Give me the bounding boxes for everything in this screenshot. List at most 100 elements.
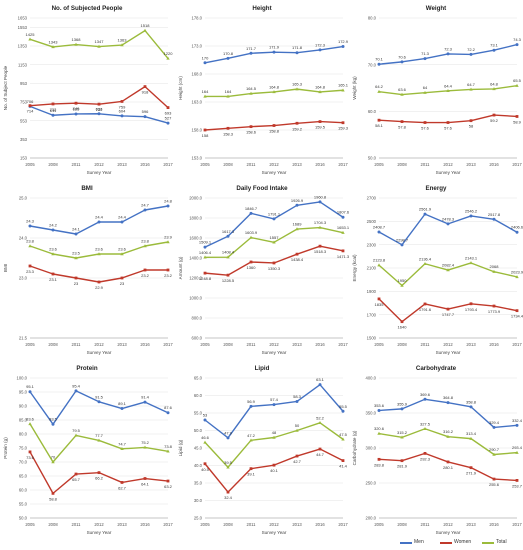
y-axis-title: Lipid (g): [178, 439, 183, 456]
x-tick-label: 2011: [71, 162, 81, 167]
data-point-men: [318, 200, 322, 204]
chart-panel-8: Lipid 25.0 30.0 35.0 40.0 45.0 50.0 55.0 60.0 65.…: [175, 360, 349, 540]
data-label-women: 158.8: [269, 129, 280, 134]
y-tick-label: 1900: [367, 289, 377, 294]
data-point-total: [377, 89, 381, 93]
data-label-women: 40.5: [201, 467, 210, 472]
chart-title: Protein: [76, 365, 98, 372]
legend: Men Women Total: [400, 538, 522, 548]
chart-svg: Protein 50.0 55.0 60.0 65.0 70.0 75.0 80.0 85.0 9…: [3, 365, 173, 535]
x-tick-label: 2012: [94, 522, 104, 527]
data-point-total: [203, 255, 207, 259]
data-point-men: [469, 405, 473, 409]
data-label-women: 58.9: [513, 119, 522, 124]
data-label-women: 44.7: [316, 452, 325, 457]
data-point-women: [272, 124, 276, 127]
data-point-total: [120, 447, 124, 451]
data-point-women: [377, 118, 381, 122]
series-line-men: [29, 205, 169, 235]
data-label-total: 77.7: [95, 433, 104, 438]
data-label-total: 23.5: [72, 251, 81, 256]
data-label-men: 55.5: [339, 404, 348, 409]
x-tick-label: 2017: [163, 522, 173, 527]
data-label-men: 2406.6: [511, 225, 523, 230]
x-tick-label: 2012: [94, 342, 104, 347]
y-tick-label: 65.0: [194, 376, 203, 381]
data-label-men: 87.6: [164, 405, 173, 410]
x-tick-label: 2005: [200, 342, 210, 347]
data-point-women: [469, 466, 473, 470]
data-label-total: 1363: [118, 38, 128, 43]
data-label-total: 1518: [141, 23, 151, 28]
data-point-men: [341, 215, 345, 219]
x-tick-label: 2008: [223, 522, 233, 527]
data-point-women: [166, 268, 170, 272]
y-tick-label: 1353: [18, 44, 28, 49]
x-tick-label: 2017: [163, 162, 173, 167]
data-point-total: [515, 450, 519, 454]
data-point-women: [423, 121, 427, 124]
x-tick-label: 2013: [117, 522, 127, 527]
x-tick-label: 2012: [94, 162, 104, 167]
x-tick-label: 2017: [512, 162, 522, 167]
data-point-women: [28, 104, 32, 108]
data-point-men: [166, 204, 170, 208]
data-label-men: 358.8: [466, 399, 477, 404]
data-point-men: [226, 56, 230, 60]
data-point-women: [377, 297, 381, 301]
data-point-men: [226, 234, 230, 238]
data-point-women: [515, 309, 519, 313]
y-tick-label: 353: [20, 137, 28, 142]
data-label-total: 50: [295, 423, 300, 428]
x-tick-label: 2005: [374, 162, 384, 167]
chart-svg: Height 153.0 158.0 163.0 168.0 173.0 178.0 2005…: [178, 5, 349, 175]
x-tick-label: 2016: [140, 522, 150, 527]
y-axis-title: Energy (kcal): [352, 254, 357, 282]
data-point-men: [249, 51, 253, 55]
data-label-total: 164: [202, 89, 209, 94]
data-label-total: 164: [225, 89, 232, 94]
data-label-total: 1653.1: [337, 225, 349, 230]
data-label-men: 58.3: [293, 394, 302, 399]
y-tick-label: 55.0: [194, 411, 203, 416]
data-label-men: 171.7: [246, 46, 257, 51]
chart-svg: No. of Subjected People 153 353 553 753 953 11…: [3, 5, 173, 175]
data-label-women: 918: [142, 90, 149, 95]
x-tick-label: 2005: [25, 162, 35, 167]
data-point-women: [341, 121, 345, 125]
data-point-men: [400, 243, 404, 247]
y-tick-label: 1500: [367, 336, 377, 341]
data-point-women: [469, 302, 473, 306]
chart-panel-2: Height 153.0 158.0 163.0 168.0 173.0 178.0 2005…: [175, 0, 349, 180]
data-label-men: 1617.3: [222, 229, 235, 234]
y-tick-label: 1153: [18, 62, 28, 67]
data-point-women: [423, 451, 427, 455]
legend-swatch-total: [482, 542, 494, 544]
data-label-women: 23.2: [164, 273, 173, 278]
x-tick-label: 2017: [338, 162, 348, 167]
data-point-women: [341, 249, 345, 253]
data-label-men: 70.6: [398, 54, 407, 59]
data-point-total: [143, 445, 147, 449]
x-tick-label: 2008: [223, 162, 233, 167]
data-label-men: 329.4: [489, 420, 500, 425]
data-point-total: [28, 37, 32, 41]
data-point-women: [203, 271, 207, 275]
y-tick-label: 168.0: [192, 72, 203, 77]
data-point-men: [318, 383, 322, 387]
y-axis-title: Amount (g): [178, 256, 183, 279]
y-tick-label: 60.0: [194, 393, 203, 398]
data-label-women: 62.7: [118, 485, 127, 490]
data-point-men: [226, 436, 230, 440]
x-tick-label: 2011: [420, 522, 430, 527]
y-tick-label: 2700: [367, 196, 377, 201]
chart-title: Weight: [426, 5, 447, 12]
data-label-women: 63.2: [164, 484, 173, 489]
data-label-total: 2136.4: [419, 256, 432, 261]
data-label-total: 23.9: [164, 235, 173, 240]
data-point-men: [377, 62, 381, 66]
data-point-total: [226, 255, 230, 259]
data-label-men: 2517.8: [488, 212, 501, 217]
data-label-total: 165.3: [292, 82, 303, 87]
chart-panel-4: BMI 21.5 23.0 24.0 25.0 2005 2008 2011 2012 2013 2…: [0, 180, 174, 360]
